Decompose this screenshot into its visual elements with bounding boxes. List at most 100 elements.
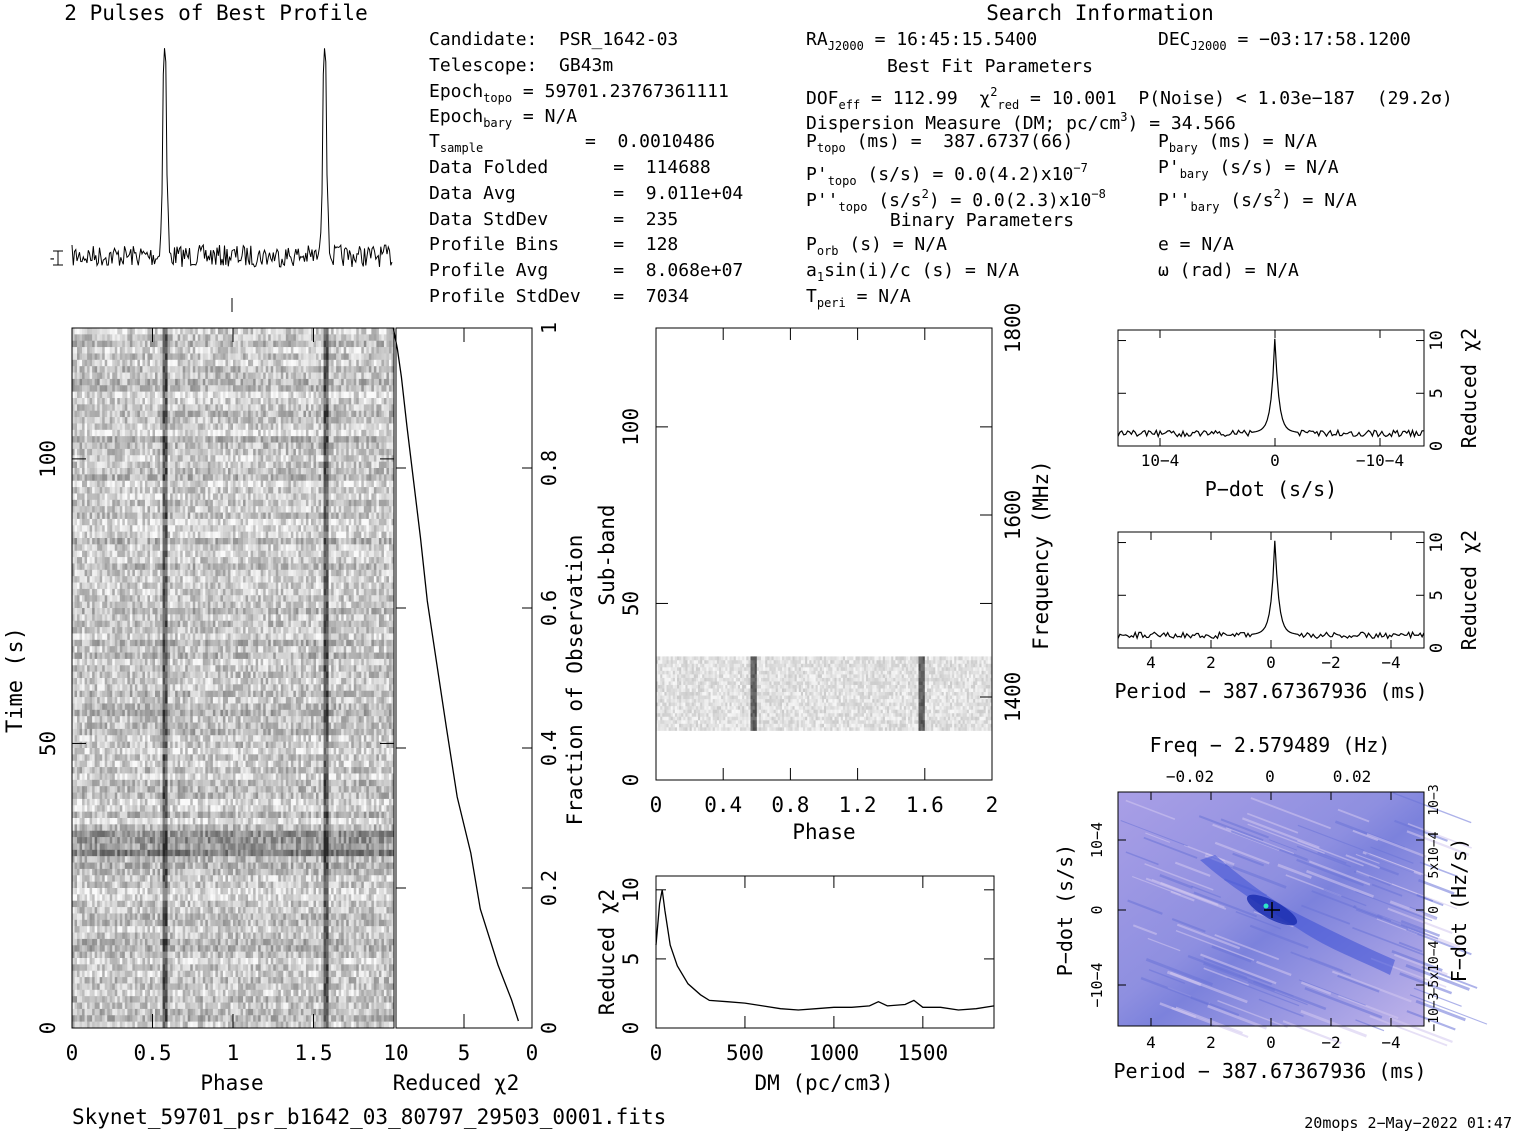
time-phase-cell <box>182 398 186 405</box>
time-phase-cell <box>328 410 332 418</box>
time-phase-cell <box>238 550 241 558</box>
time-phase-cell <box>127 480 131 488</box>
time-phase-cell <box>187 423 191 431</box>
time-phase-cell <box>346 480 350 488</box>
time-phase-cell <box>290 531 294 539</box>
time-phase-cell <box>353 538 357 545</box>
time-phase-cell <box>177 334 181 342</box>
time-phase-cell <box>313 347 317 354</box>
time-phase-cell <box>112 525 116 532</box>
time-phase-cell <box>144 429 148 437</box>
time-phase-cell <box>195 334 199 342</box>
time-phase-cell <box>170 480 173 488</box>
time-phase-cell <box>243 487 246 494</box>
time-phase-cell <box>134 550 138 558</box>
time-phase-cell <box>356 557 360 564</box>
time-phase-cell <box>323 359 327 367</box>
time-phase-cell <box>288 340 292 348</box>
time-phase-cell <box>293 518 297 526</box>
time-phase-cell <box>92 385 95 392</box>
time-phase-cell <box>275 499 279 507</box>
time-phase-cell <box>205 404 209 412</box>
time-phase-cell <box>260 499 264 507</box>
time-phase-cell <box>368 544 372 552</box>
time-phase-cell <box>87 455 90 462</box>
time-phase-cell <box>225 448 229 456</box>
time-phase-cell <box>137 493 141 501</box>
time-phase-cell <box>373 398 377 405</box>
time-phase-cell <box>157 531 161 539</box>
time-phase-cell <box>245 366 249 373</box>
time-phase-cell <box>391 499 395 507</box>
time-phase-cell <box>84 417 88 424</box>
time-phase-cell <box>147 557 151 564</box>
time-phase-cell <box>215 334 219 342</box>
time-phase-cell <box>220 506 224 513</box>
time-phase-cell <box>386 328 390 335</box>
time-phase-cell <box>162 340 166 348</box>
time-phase-cell <box>326 544 329 552</box>
time-phase-cell <box>112 366 116 373</box>
time-phase-cell <box>371 410 375 418</box>
time-phase-cell <box>205 531 209 539</box>
time-phase-cell <box>175 480 178 488</box>
time-phase-cell <box>368 328 372 335</box>
time-phase-cell <box>94 404 98 412</box>
time-phase-cell <box>250 417 254 424</box>
time-phase-cell <box>386 366 390 373</box>
time-phase-cell <box>293 474 297 482</box>
time-phase-cell <box>265 506 269 513</box>
time-phase-cell <box>220 569 224 577</box>
time-phase-cell <box>316 404 319 412</box>
time-phase-cell <box>268 557 272 564</box>
time-phase-cell <box>124 404 128 412</box>
time-phase-cell <box>74 499 78 507</box>
time-phase-cell <box>122 391 126 399</box>
time-phase-cell <box>255 506 259 513</box>
time-phase-cell <box>182 538 186 545</box>
time-phase-cell <box>248 372 251 380</box>
time-phase-cell <box>195 557 199 564</box>
time-phase-cell <box>162 525 166 532</box>
time-phase-cell <box>275 359 279 367</box>
time-phase-cell <box>348 334 352 342</box>
time-phase-cell <box>175 506 178 513</box>
time-phase-cell <box>388 340 392 348</box>
time-phase-cell <box>167 544 171 552</box>
time-phase-cell <box>152 398 156 405</box>
time-phase-cell <box>102 442 106 450</box>
time-phase-cell <box>195 398 199 405</box>
time-phase-cell <box>134 372 138 380</box>
time-phase-cell <box>288 353 292 361</box>
time-phase-cell <box>192 385 196 392</box>
time-phase-cell <box>200 455 204 462</box>
time-phase-cell <box>336 391 339 399</box>
time-phase-cell <box>263 474 267 482</box>
time-phase-cell <box>175 404 178 412</box>
time-phase-cell <box>185 442 189 450</box>
time-phase-cell <box>94 359 98 367</box>
time-phase-cell <box>172 506 176 513</box>
time-phase-cell <box>202 334 206 342</box>
time-phase-cell <box>253 538 256 545</box>
time-phase-cell <box>295 557 299 564</box>
time-phase-cell <box>240 334 244 342</box>
time-phase-cell <box>391 538 395 545</box>
time-phase-cell <box>152 404 156 412</box>
time-phase-cell <box>147 455 151 462</box>
time-phase-cell <box>225 474 229 482</box>
time-phase-cell <box>348 398 352 405</box>
time-phase-cell <box>127 448 131 456</box>
time-phase-cell <box>142 468 146 475</box>
time-phase-cell <box>255 347 259 354</box>
time-phase-cell <box>134 436 138 443</box>
time-phase-cell <box>127 455 131 462</box>
time-phase-cell <box>202 340 206 348</box>
time-phase-cell <box>222 550 226 558</box>
time-phase-cell <box>371 506 375 513</box>
time-phase-cell <box>258 334 261 342</box>
time-phase-cell <box>290 347 294 354</box>
time-phase-cell <box>87 487 90 494</box>
time-phase-cell <box>368 417 372 424</box>
time-phase-cell <box>152 563 156 571</box>
